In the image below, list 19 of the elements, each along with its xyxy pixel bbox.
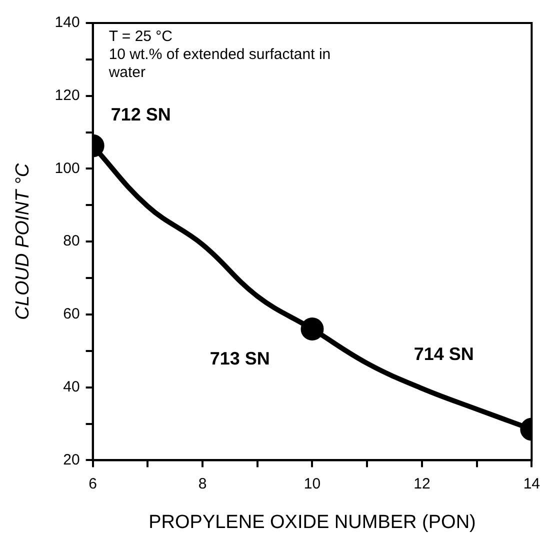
y-tick-label: 60 <box>63 306 80 323</box>
y-tick-label: 20 <box>63 451 80 468</box>
annotation: 713 SN <box>210 348 270 369</box>
y-tick-label: 80 <box>63 232 80 250</box>
x-tick-label: 10 <box>304 475 321 492</box>
y-tick-label: 120 <box>54 87 80 104</box>
y-axis-title: CLOUD POINT °C <box>12 163 34 320</box>
x-tick-label: 14 <box>523 475 540 492</box>
annotation: T = 25 °C <box>108 28 173 45</box>
x-axis-title: PROPYLENE OXIDE NUMBER (PON) <box>148 512 476 533</box>
x-tick-label: 8 <box>198 475 207 492</box>
x-tick-label: 6 <box>88 475 97 492</box>
y-tick-label: 140 <box>54 14 80 32</box>
annotation: 10 wt.% of extended surfactant in water <box>108 46 331 81</box>
annotation: 712 SN <box>110 104 171 125</box>
y-tick-label: 100 <box>54 160 80 177</box>
x-tick-label: 12 <box>414 475 430 492</box>
y-tick-label: 40 <box>63 378 80 396</box>
annotation: 714 SN <box>414 344 474 364</box>
